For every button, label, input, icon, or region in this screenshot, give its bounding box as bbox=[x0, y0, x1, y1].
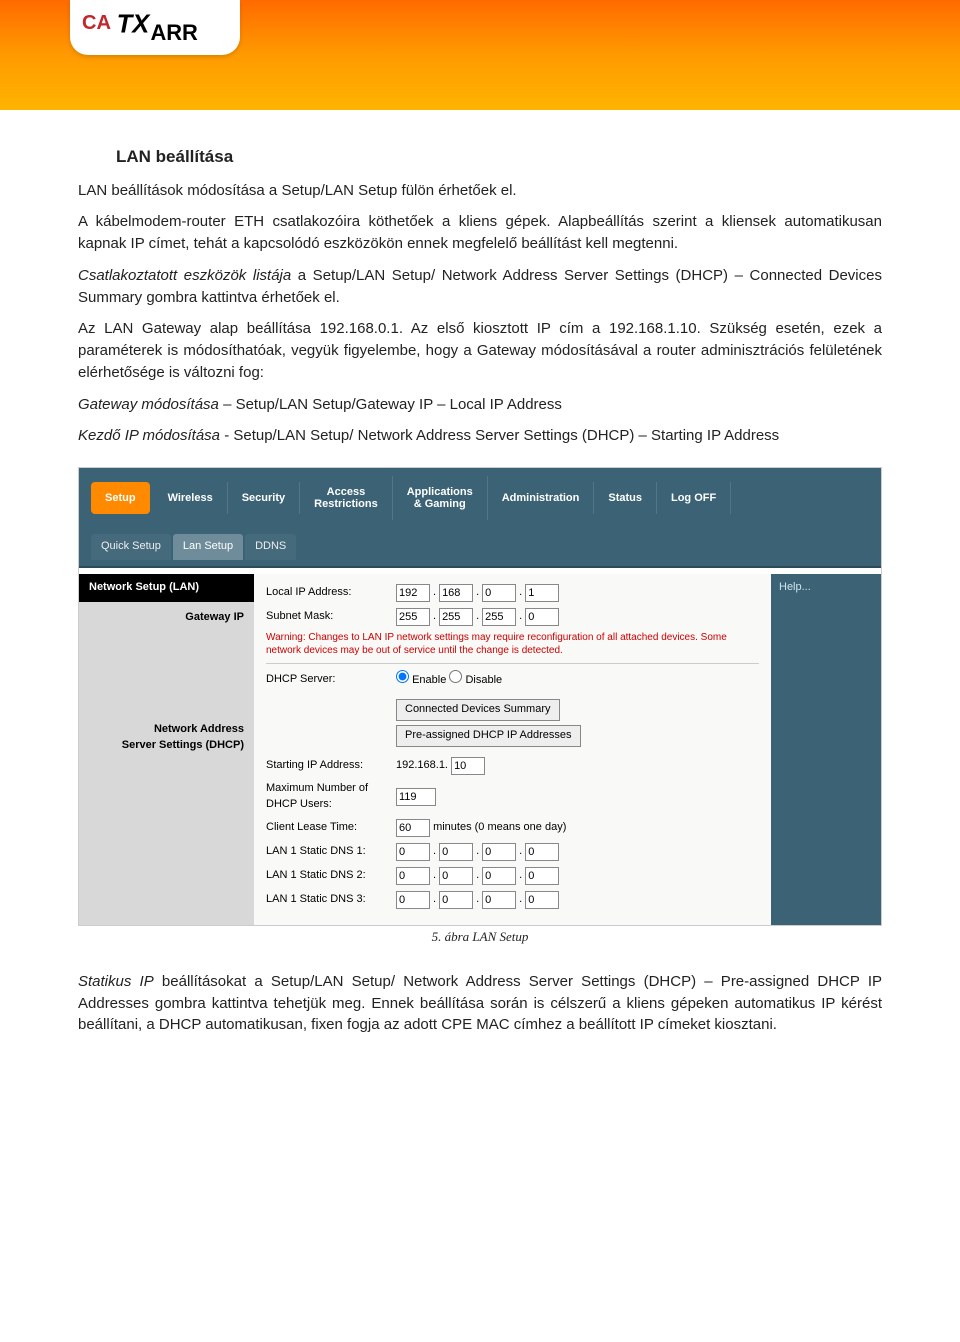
nav-logoff[interactable]: Log OFF bbox=[657, 482, 731, 514]
router-screenshot: Setup Wireless Security Access Restricti… bbox=[78, 467, 882, 926]
row-subnet: Subnet Mask: . . . bbox=[266, 608, 759, 626]
lease-input[interactable] bbox=[396, 819, 430, 837]
row-max-users: Maximum Number of DHCP Users: bbox=[266, 781, 759, 813]
pre-assigned-dhcp-button[interactable]: Pre-assigned DHCP IP Addresses bbox=[396, 725, 581, 747]
radio-enable-wrap[interactable]: Enable bbox=[396, 670, 446, 689]
dns1-oct2[interactable] bbox=[439, 843, 473, 861]
subnet-oct1[interactable] bbox=[396, 608, 430, 626]
label-lease: Client Lease Time: bbox=[266, 820, 396, 836]
starting-ip-prefix: 192.168.1. bbox=[396, 758, 448, 774]
row-dns2: LAN 1 Static DNS 2: . . . bbox=[266, 867, 759, 885]
local-ip-oct3[interactable] bbox=[482, 584, 516, 602]
help-column: Help... bbox=[771, 574, 881, 925]
label-local-ip: Local IP Address: bbox=[266, 585, 396, 601]
nav-setup[interactable]: Setup bbox=[91, 482, 150, 514]
side-gateway-ip: Gateway IP bbox=[85, 610, 244, 626]
label-subnet: Subnet Mask: bbox=[266, 609, 396, 625]
router-content: Network Setup (LAN) Gateway IP Network A… bbox=[79, 574, 881, 925]
para-7-em: Statikus IP bbox=[78, 973, 154, 990]
para-3: Csatlakoztatott eszközök listája a Setup… bbox=[78, 265, 882, 309]
local-ip-oct1[interactable] bbox=[396, 584, 430, 602]
left-sidebar: Network Setup (LAN) Gateway IP Network A… bbox=[79, 574, 254, 925]
label-dns3: LAN 1 Static DNS 3: bbox=[266, 892, 396, 908]
label-starting-ip: Starting IP Address: bbox=[266, 758, 396, 774]
para-6-em: Kezdő IP módosítása bbox=[78, 427, 220, 444]
section-title: LAN beállítása bbox=[116, 145, 882, 170]
row-dhcp-server: DHCP Server: Enable Disable bbox=[266, 670, 759, 689]
label-max-users: Maximum Number of DHCP Users: bbox=[266, 781, 396, 813]
row-dns3: LAN 1 Static DNS 3: . . . bbox=[266, 891, 759, 909]
dns3-oct3[interactable] bbox=[482, 891, 516, 909]
row-starting-ip: Starting IP Address: 192.168.1. bbox=[266, 757, 759, 775]
subnet-oct2[interactable] bbox=[439, 608, 473, 626]
router-subnav: Quick Setup Lan Setup DDNS bbox=[79, 528, 881, 568]
row-lease: Client Lease Time: minutes (0 means one … bbox=[266, 819, 759, 837]
nav-access-restrictions[interactable]: Access Restrictions bbox=[300, 476, 393, 520]
logo-part-arr: ARR bbox=[150, 20, 198, 45]
warning-text: Warning: Changes to LAN IP network setti… bbox=[266, 632, 759, 657]
nav-security[interactable]: Security bbox=[228, 482, 300, 514]
nav-status[interactable]: Status bbox=[594, 482, 657, 514]
subtab-ddns[interactable]: DDNS bbox=[245, 534, 296, 560]
dns2-oct3[interactable] bbox=[482, 867, 516, 885]
dns1-oct4[interactable] bbox=[525, 843, 559, 861]
form-area: Local IP Address: . . . Subnet Mask: . .… bbox=[254, 574, 771, 925]
para-5-rest: – Setup/LAN Setup/Gateway IP – Local IP … bbox=[219, 396, 562, 413]
dns3-oct4[interactable] bbox=[525, 891, 559, 909]
dns2-oct4[interactable] bbox=[525, 867, 559, 885]
label-enable: Enable bbox=[412, 674, 446, 686]
max-users-input[interactable] bbox=[396, 788, 436, 806]
logo-container: CA TX ARR bbox=[70, 0, 240, 55]
para-1: LAN beállítások módosítása a Setup/LAN S… bbox=[78, 180, 882, 202]
para-3-em: Csatlakoztatott eszközök listája bbox=[78, 267, 291, 284]
para-7-rest: beállításokat a Setup/LAN Setup/ Network… bbox=[78, 973, 882, 1034]
dns3-oct2[interactable] bbox=[439, 891, 473, 909]
local-ip-oct2[interactable] bbox=[439, 584, 473, 602]
row-dns1: LAN 1 Static DNS 1: . . . bbox=[266, 843, 759, 861]
label-dhcp-server: DHCP Server: bbox=[266, 672, 396, 688]
label-disable: Disable bbox=[465, 674, 502, 686]
dns1-oct3[interactable] bbox=[482, 843, 516, 861]
para-7: Statikus IP beállításokat a Setup/LAN Se… bbox=[78, 971, 882, 1036]
radio-disable-wrap[interactable]: Disable bbox=[449, 670, 502, 689]
logo-part-tx: TX bbox=[117, 11, 152, 39]
nav-wireless[interactable]: Wireless bbox=[154, 482, 228, 514]
dns2-oct2[interactable] bbox=[439, 867, 473, 885]
row-local-ip: Local IP Address: . . . bbox=[266, 584, 759, 602]
para-5-em: Gateway módosítása bbox=[78, 396, 219, 413]
side-dhcp-settings: Network Address Server Settings (DHCP) bbox=[85, 722, 244, 754]
para-6: Kezdő IP módosítása - Setup/LAN Setup/ N… bbox=[78, 425, 882, 447]
document-body: LAN beállítása LAN beállítások módosítás… bbox=[0, 110, 960, 1106]
starting-ip-last[interactable] bbox=[451, 757, 485, 775]
subnet-oct4[interactable] bbox=[525, 608, 559, 626]
subnet-oct3[interactable] bbox=[482, 608, 516, 626]
subtab-lan-setup[interactable]: Lan Setup bbox=[173, 534, 243, 560]
header-banner: CA TX ARR bbox=[0, 0, 960, 110]
radio-disable[interactable] bbox=[449, 670, 462, 683]
para-5: Gateway módosítása – Setup/LAN Setup/Gat… bbox=[78, 394, 882, 416]
para-6-rest: - Setup/LAN Setup/ Network Address Serve… bbox=[220, 427, 779, 444]
para-2: A kábelmodem-router ETH csatlakozóira kö… bbox=[78, 211, 882, 255]
local-ip-oct4[interactable] bbox=[525, 584, 559, 602]
label-dns2: LAN 1 Static DNS 2: bbox=[266, 868, 396, 884]
nav-administration[interactable]: Administration bbox=[488, 482, 595, 514]
catxarr-logo-icon: CA TX ARR bbox=[82, 9, 228, 46]
help-link[interactable]: Help... bbox=[779, 581, 811, 593]
dns3-oct1[interactable] bbox=[396, 891, 430, 909]
dns1-oct1[interactable] bbox=[396, 843, 430, 861]
lease-suffix: minutes (0 means one day) bbox=[433, 820, 566, 836]
label-dns1: LAN 1 Static DNS 1: bbox=[266, 844, 396, 860]
nav-applications-gaming[interactable]: Applications & Gaming bbox=[393, 476, 488, 520]
para-4: Az LAN Gateway alap beállítása 192.168.0… bbox=[78, 318, 882, 383]
radio-enable[interactable] bbox=[396, 670, 409, 683]
dns2-oct1[interactable] bbox=[396, 867, 430, 885]
subtab-quick-setup[interactable]: Quick Setup bbox=[91, 534, 171, 560]
connected-devices-button[interactable]: Connected Devices Summary bbox=[396, 699, 560, 721]
router-nav: Setup Wireless Security Access Restricti… bbox=[79, 468, 881, 528]
section-network-setup-title: Network Setup (LAN) bbox=[79, 574, 254, 602]
logo-part-ca: CA bbox=[82, 12, 111, 34]
figure-caption-full: 5. ábra LAN Setup bbox=[78, 928, 882, 947]
